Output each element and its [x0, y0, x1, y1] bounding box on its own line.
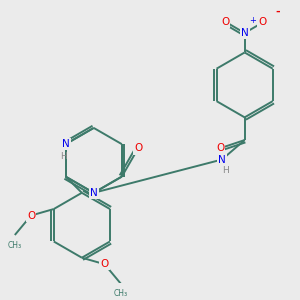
Text: O: O: [100, 259, 109, 269]
Text: -: -: [275, 7, 280, 17]
Text: O: O: [258, 16, 266, 27]
Text: CH₃: CH₃: [114, 289, 128, 298]
Text: O: O: [221, 16, 229, 27]
Text: O: O: [216, 143, 224, 153]
Text: O: O: [27, 211, 35, 220]
Text: CH₃: CH₃: [8, 241, 22, 250]
Text: N: N: [90, 188, 98, 198]
Text: O: O: [134, 143, 142, 154]
Text: +: +: [249, 16, 256, 25]
Text: N: N: [218, 154, 226, 164]
Text: H: H: [60, 152, 67, 161]
Text: N: N: [62, 139, 70, 149]
Text: H: H: [222, 167, 229, 176]
Text: N: N: [241, 28, 248, 38]
